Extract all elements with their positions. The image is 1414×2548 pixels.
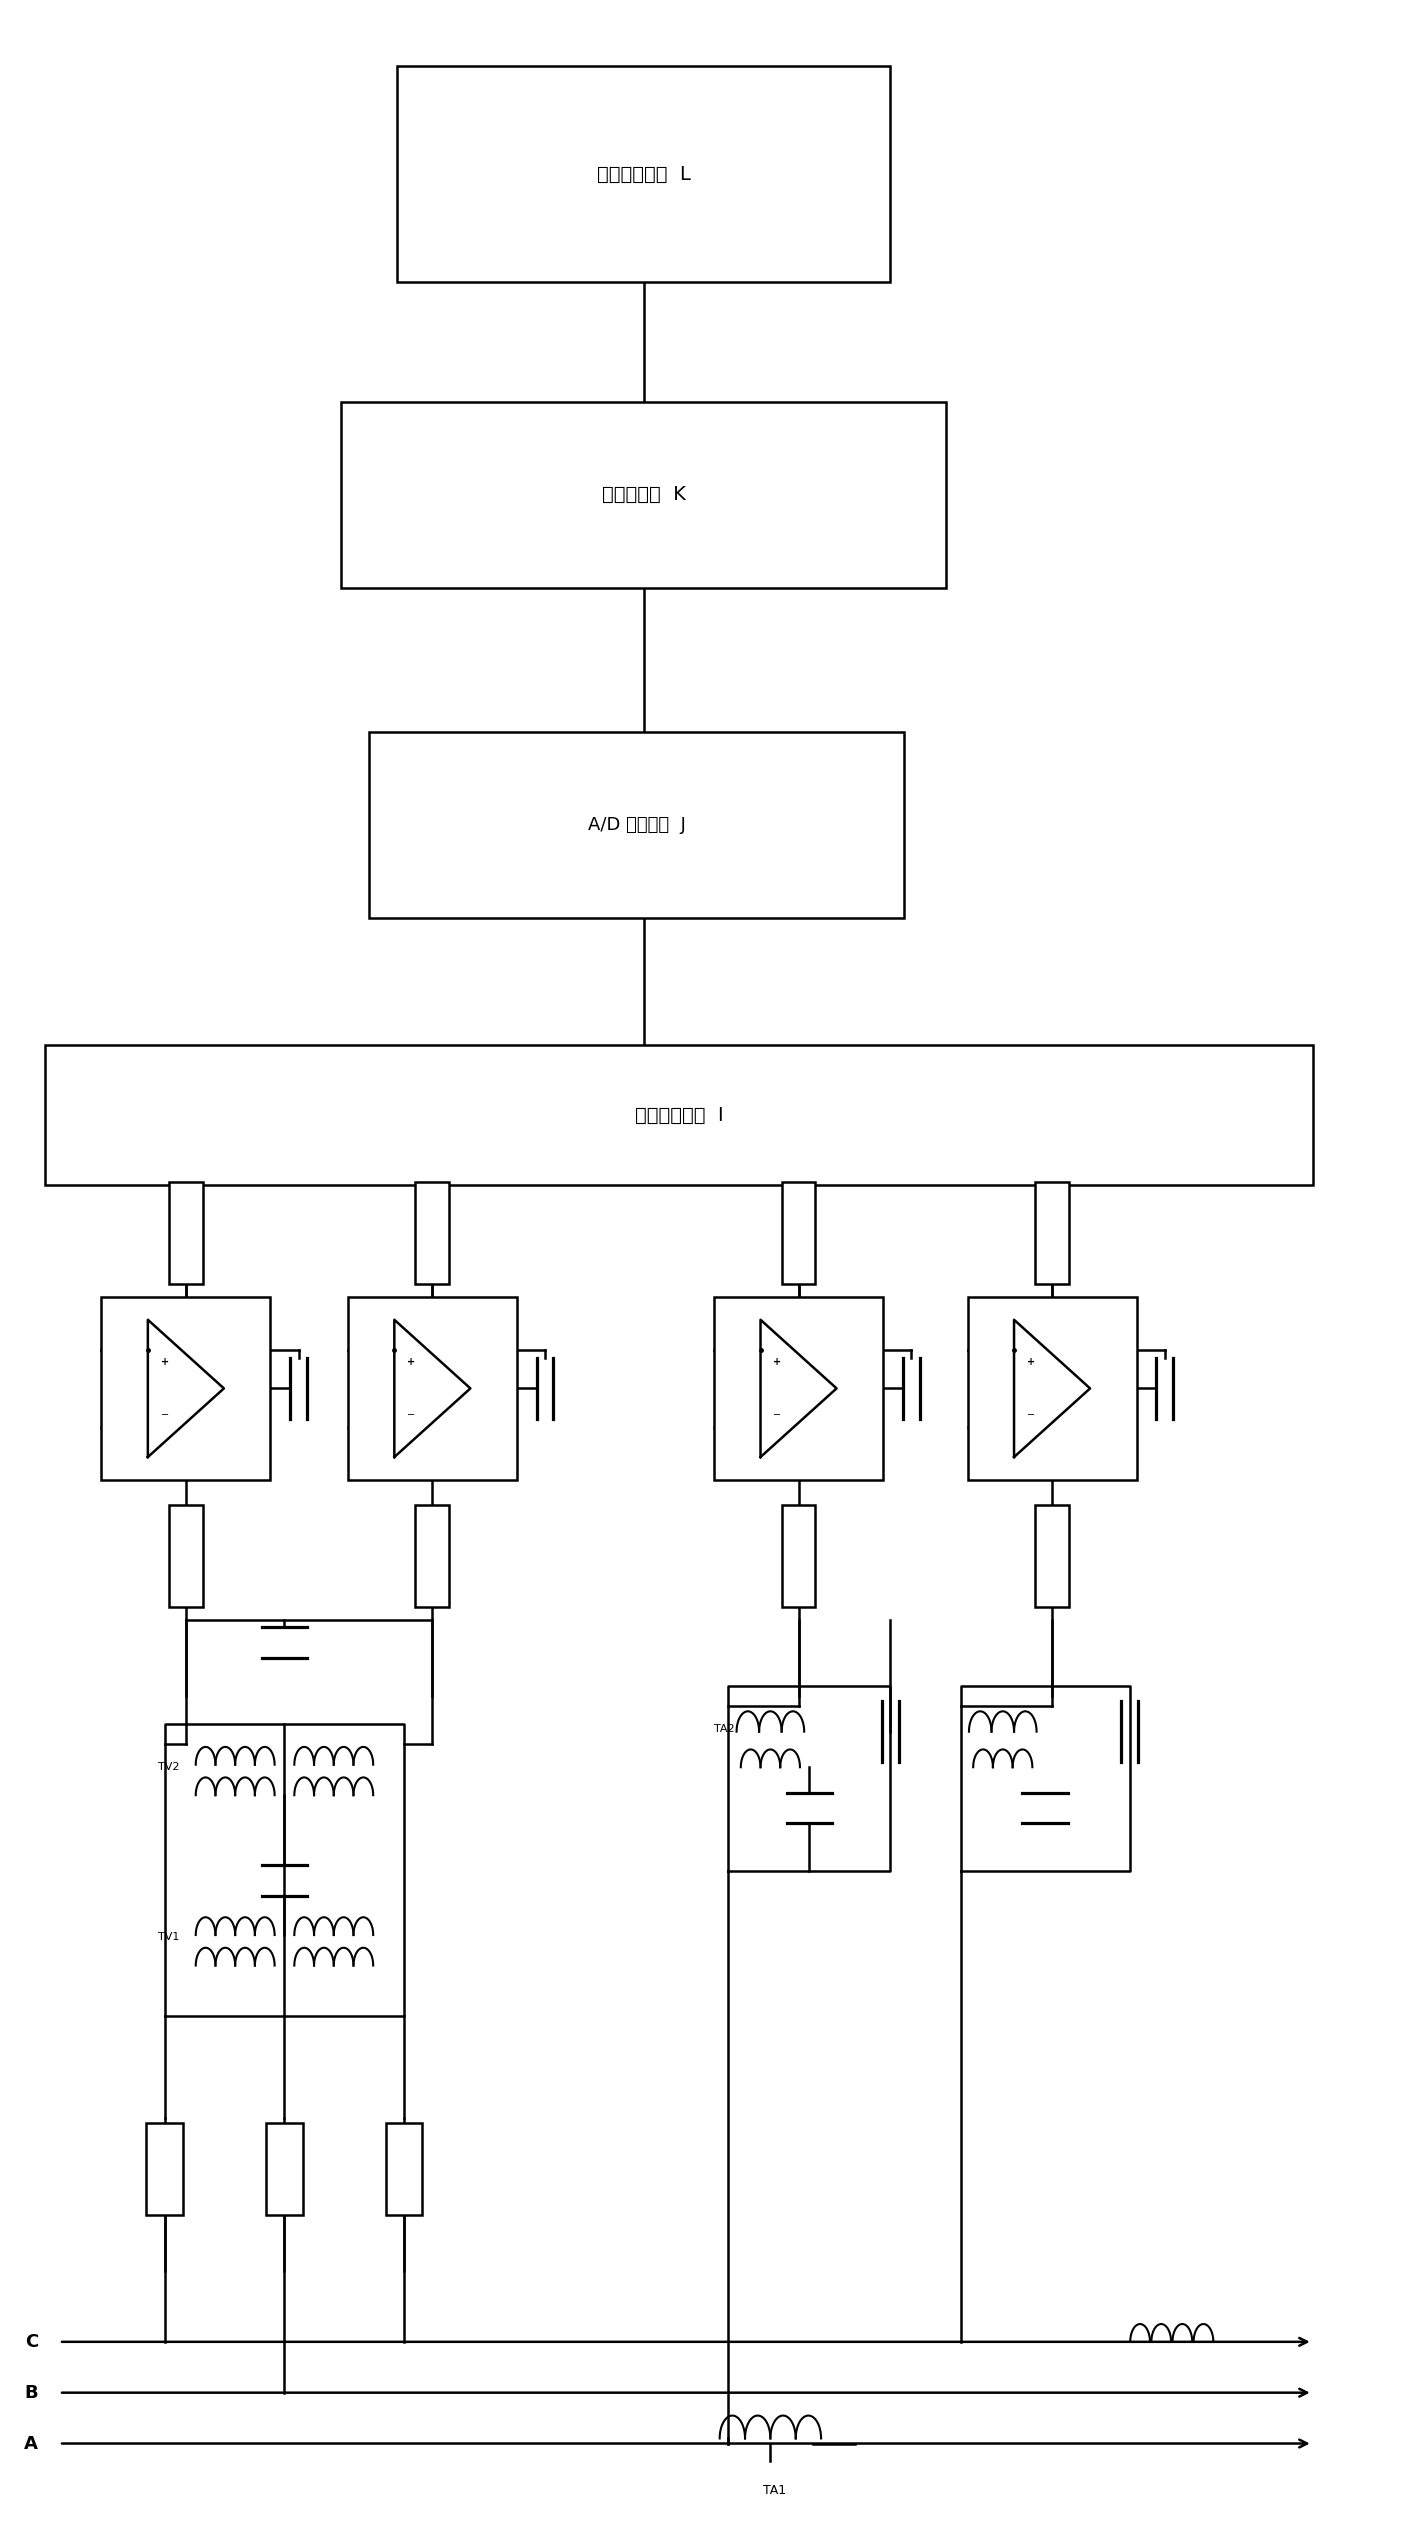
Text: 数据存储器  K: 数据存储器 K [602,484,686,505]
Text: 逻辑运算电路  L: 逻辑运算电路 L [597,166,690,183]
FancyBboxPatch shape [782,1182,816,1284]
FancyBboxPatch shape [1035,1182,1069,1284]
FancyBboxPatch shape [348,1297,518,1480]
FancyBboxPatch shape [1035,1506,1069,1608]
Text: −: − [407,1409,416,1419]
Text: A: A [24,2433,38,2454]
FancyBboxPatch shape [386,2122,423,2214]
FancyBboxPatch shape [266,2122,303,2214]
FancyBboxPatch shape [45,1045,1312,1185]
FancyBboxPatch shape [341,403,946,589]
Text: TA2: TA2 [714,1722,735,1733]
FancyBboxPatch shape [397,66,889,283]
Text: +: + [773,1356,782,1366]
Text: C: C [24,2334,38,2352]
FancyBboxPatch shape [714,1297,884,1480]
FancyBboxPatch shape [416,1506,450,1608]
Text: B: B [24,2385,38,2403]
Text: −: − [1027,1409,1035,1419]
Text: TA1: TA1 [764,2484,786,2497]
FancyBboxPatch shape [369,731,904,917]
Text: +: + [161,1356,168,1366]
Text: +: + [407,1356,416,1366]
FancyBboxPatch shape [102,1297,270,1480]
Text: +: + [1027,1356,1035,1366]
FancyBboxPatch shape [967,1297,1137,1480]
Text: TV1: TV1 [158,1931,180,1942]
FancyBboxPatch shape [782,1506,816,1608]
Text: TV2: TV2 [158,1761,180,1771]
Text: −: − [161,1409,168,1419]
FancyBboxPatch shape [170,1506,202,1608]
Text: 采样保持电路  I: 采样保持电路 I [635,1106,723,1124]
FancyBboxPatch shape [416,1182,450,1284]
Text: A/D 转换电路  J: A/D 转换电路 J [588,815,686,833]
FancyBboxPatch shape [170,1182,202,1284]
Text: −: − [773,1409,782,1419]
FancyBboxPatch shape [147,2122,182,2214]
